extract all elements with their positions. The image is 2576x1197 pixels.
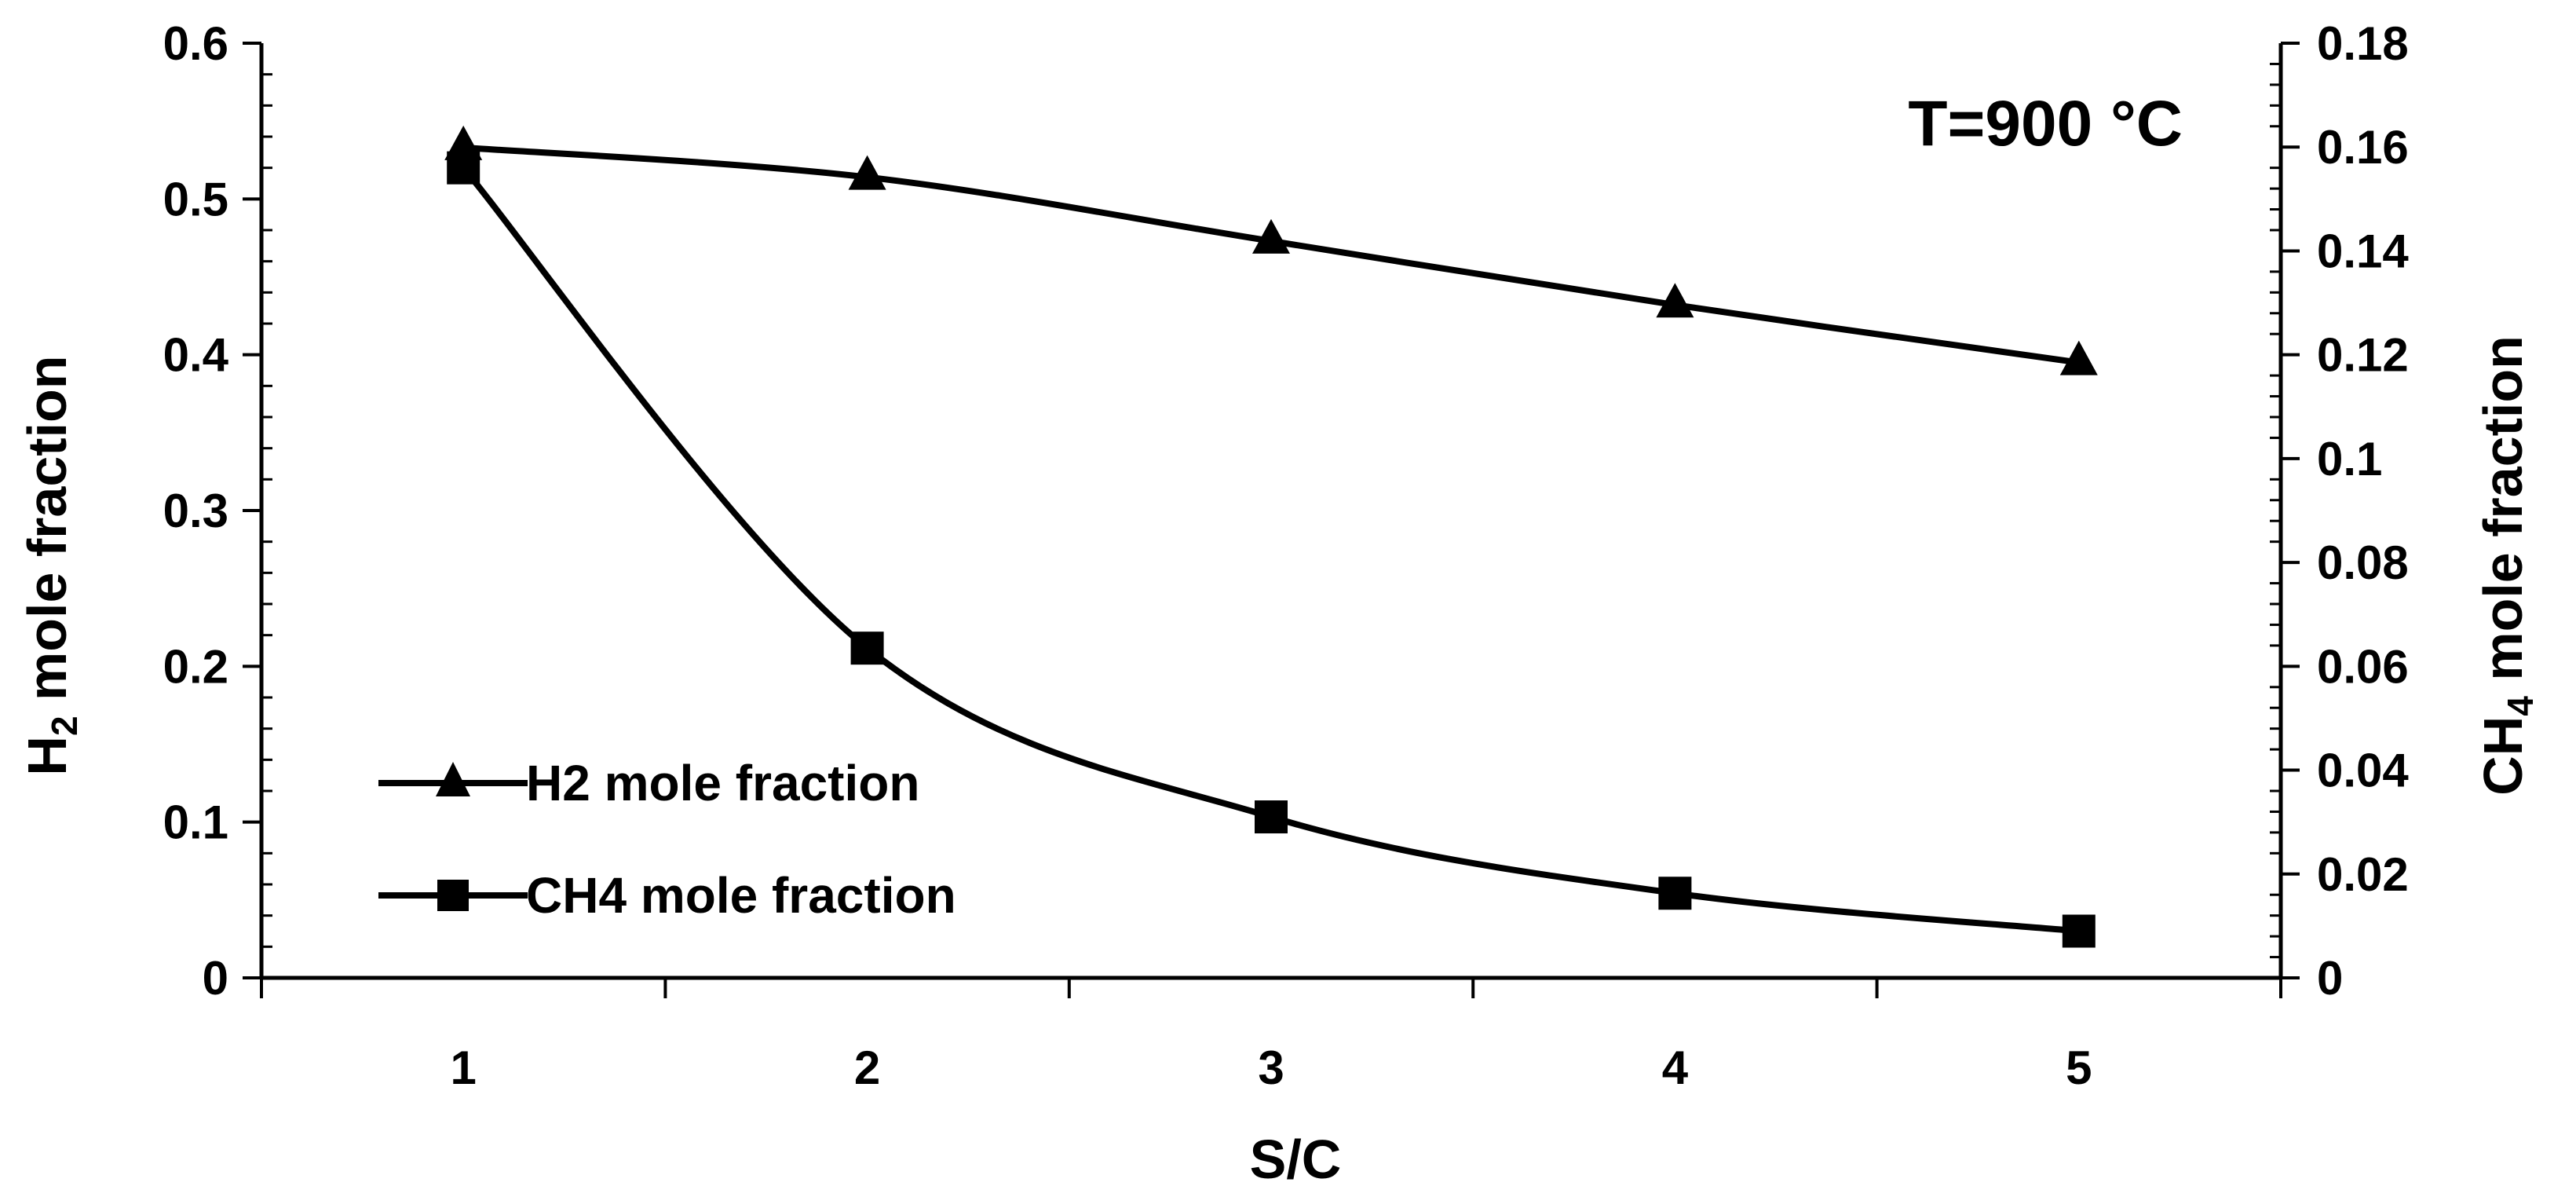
y-tick-label-right: 0 [2317,952,2343,1005]
y-axis-title-left-sub: 2 [44,716,85,736]
y-axis-title-right-sub: 4 [2500,696,2541,716]
y-tick-label-left: 0.1 [163,796,228,849]
legend-marker-ch4-square-icon [437,880,469,911]
y-axis-title-right: CH4 mole fraction [2472,335,2541,796]
chart-annotation: T=900 °C [1908,88,2183,159]
x-axis-title: S/C [1250,1129,1342,1190]
series-ch4 [447,151,2096,948]
data-point-square [447,151,480,185]
y-tick-label-left: 0.5 [163,173,228,225]
series-line [462,144,2080,366]
data-point-triangle [848,155,886,190]
series-layer [444,125,2098,948]
series-line [461,166,2080,935]
series-h2 [444,125,2098,375]
legend-label-ch4: CH4 mole fraction [526,867,956,924]
y-axis-title-left-rest: mole fraction [16,355,78,716]
y-tick-label-right: 0.18 [2317,17,2409,70]
y-axis-title-right-rest: mole fraction [2472,335,2534,696]
legend: H2 mole fraction CH4 mole fraction [378,755,956,924]
x-tick-label: 5 [2066,1041,2092,1094]
y-tick-label-right: 0.16 [2317,121,2409,174]
data-point-square [2062,914,2096,948]
x-tick-label: 3 [1258,1041,1284,1094]
data-point-triangle [2059,340,2098,375]
y-tick-label-left: 0.2 [163,640,228,693]
y-tick-label-right: 0.02 [2317,848,2409,901]
data-point-triangle [1656,283,1694,318]
y-tick-label-right: 0.1 [2317,433,2382,485]
x-tick-label: 1 [451,1041,477,1094]
data-point-square [1658,877,1692,910]
data-point-square [850,631,884,665]
y-tick-label-left: 0.6 [163,17,228,70]
legend-label-h2: H2 mole fraction [526,755,919,811]
y-tick-label-left: 0.3 [163,485,228,537]
y-tick-label-right: 0.08 [2317,536,2409,589]
y-axis-title-left-main: H [16,736,78,776]
y-tick-label-left: 0.4 [163,329,229,382]
data-point-square [1255,800,1288,834]
data-point-triangle [1252,218,1290,254]
y-tick-label-right: 0.04 [2317,745,2409,797]
y-axis-title-left: H2 mole fraction [16,355,85,775]
x-tick-label: 2 [854,1041,880,1094]
x-tick-label: 4 [1662,1041,1689,1094]
y-tick-label-right: 0.06 [2317,640,2409,693]
axes: 1 2 3 4 5 0 0.1 0.2 0.3 0.4 0.5 0.6 0 0.02 0.04 0.06 0.0… [163,17,2410,1094]
y-tick-label-right: 0.12 [2317,329,2409,382]
y-tick-label-right: 0.14 [2317,225,2409,277]
y-axis-title-right-main: CH [2472,716,2534,796]
legend-marker-h2-triangle-icon [436,762,470,796]
y-tick-label-left: 0 [203,952,228,1005]
